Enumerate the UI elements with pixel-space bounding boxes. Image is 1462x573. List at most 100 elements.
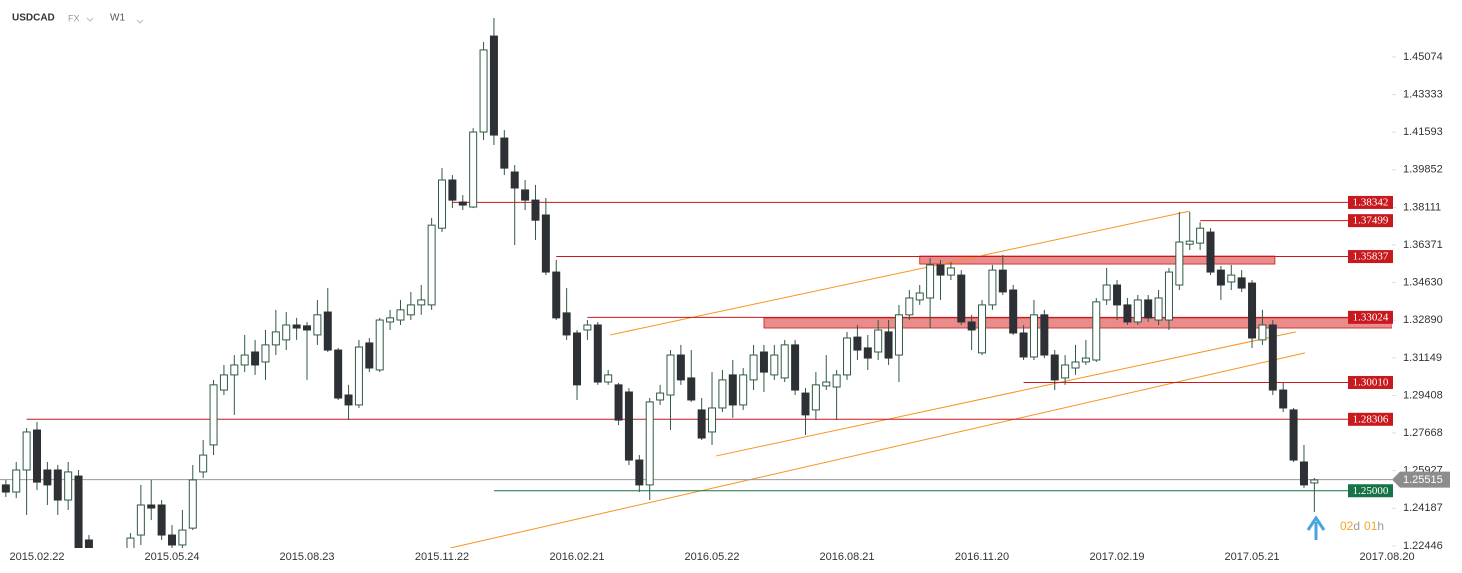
candle-down	[1, 484, 10, 493]
candle-down	[1279, 389, 1288, 409]
candle-down	[541, 214, 550, 273]
candle-up	[406, 304, 415, 316]
candle-up	[469, 131, 478, 208]
candle-up	[219, 374, 228, 391]
candle-up	[199, 454, 208, 473]
candle-down	[510, 171, 519, 189]
candle-down	[1019, 332, 1028, 358]
candle-up	[1154, 297, 1163, 321]
market[interactable]: FX	[68, 13, 80, 23]
candle-up	[874, 329, 883, 353]
candle-down	[84, 539, 93, 548]
timeframe-dropdown[interactable]	[136, 19, 144, 24]
candle-up	[905, 297, 914, 316]
candle-down	[801, 392, 810, 416]
candle-down	[697, 409, 706, 439]
candle-up	[1175, 241, 1184, 286]
candle-down	[687, 377, 696, 401]
candle-down	[521, 189, 530, 201]
candle-up	[1196, 227, 1205, 244]
candle-up	[479, 49, 488, 133]
candle-up	[271, 331, 280, 346]
candle-down	[552, 271, 561, 319]
countdown-part: h	[1377, 519, 1384, 533]
candle-up	[1227, 274, 1236, 283]
trendline	[450, 352, 1306, 548]
trendline	[610, 210, 1190, 336]
timeframe[interactable]: W1	[110, 13, 125, 24]
candle-up	[375, 319, 384, 371]
level-label-box	[1348, 195, 1393, 209]
candle-up	[64, 471, 73, 501]
candle-up	[718, 379, 727, 409]
candle-up	[822, 381, 831, 387]
candle-up	[1310, 479, 1319, 484]
x-tick-label: 2016.02.21	[549, 551, 604, 563]
y-tick-label: 1.31149	[1403, 352, 1442, 364]
level-label: 1.33024	[1353, 311, 1389, 323]
y-tick-label: 1.43333	[1403, 88, 1443, 100]
candle-up	[1133, 299, 1142, 323]
candle-up	[843, 337, 852, 376]
y-tick-label: 1.22446	[1403, 540, 1443, 552]
candle-up	[282, 324, 291, 341]
candle-down	[448, 179, 457, 201]
candle-up	[915, 292, 924, 301]
candle-up	[178, 529, 187, 546]
candle-up	[22, 431, 31, 471]
candle-up	[1029, 314, 1038, 358]
x-tick-label: 2015.02.22	[9, 551, 64, 563]
candle-down	[251, 351, 260, 366]
last-price-label: 1.25515	[1403, 474, 1443, 486]
x-tick-label: 2017.02.19	[1090, 551, 1145, 563]
market-dropdown[interactable]	[86, 17, 94, 22]
y-tick-label: 1.45074	[1403, 51, 1443, 63]
candle-down	[323, 311, 332, 351]
trendline	[716, 331, 1296, 457]
candle-up	[604, 374, 613, 383]
candle-up	[811, 384, 820, 411]
candle-down	[1113, 284, 1122, 306]
candle-down	[957, 274, 966, 323]
candle-down	[489, 35, 498, 136]
level-label-box	[1348, 310, 1393, 324]
countdown-part: 01	[1364, 519, 1378, 533]
candle-down	[1237, 277, 1246, 289]
candle-up	[1258, 324, 1267, 341]
candle-up	[894, 314, 903, 356]
candle-down	[1216, 269, 1225, 286]
candle-down	[292, 324, 301, 329]
candle-up	[1185, 240, 1194, 245]
candle-down	[157, 504, 166, 536]
candle-down	[853, 336, 862, 351]
last-price-box	[1392, 471, 1450, 488]
candle-down	[635, 459, 644, 486]
y-tick-label: 1.32890	[1403, 314, 1443, 326]
x-tick-label: 2017.05.21	[1225, 551, 1280, 563]
candle-up	[780, 344, 789, 379]
candle-up	[645, 401, 654, 486]
candle-up	[770, 354, 779, 376]
candle-down	[458, 201, 467, 206]
candle-down	[1268, 324, 1277, 391]
x-tick-label: 2015.11.22	[415, 551, 469, 563]
candle-up	[126, 537, 135, 548]
candle-up	[1092, 301, 1101, 361]
candle-down	[168, 534, 177, 546]
candle-down	[967, 321, 976, 331]
candle-down	[53, 469, 62, 501]
candle-down	[759, 351, 768, 373]
candle-down	[147, 504, 156, 509]
y-tick-label: 1.41593	[1403, 126, 1443, 138]
candle-down	[1040, 314, 1049, 356]
x-tick-label: 2015.08.23	[279, 551, 334, 563]
candle-down	[1050, 354, 1059, 381]
x-tick-label: 2016.11.20	[955, 551, 1009, 563]
candle-down	[624, 391, 633, 461]
axis-layer: 1.45074 1.43333 1.41593 1.39852 1.38111 1.363…	[9, 51, 1450, 563]
countdown: 02d 01h	[1340, 519, 1384, 533]
countdown-part: 02	[1340, 519, 1354, 533]
x-tick-label: 2015.05.24	[144, 551, 199, 563]
candle-down	[573, 332, 582, 386]
